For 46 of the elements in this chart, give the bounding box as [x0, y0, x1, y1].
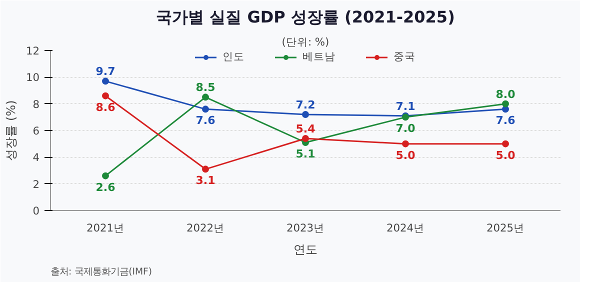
data-label: 7.2 [296, 98, 316, 112]
point [402, 140, 409, 148]
y-tick-label: 4 [32, 151, 40, 164]
x-tick-label: 2022년 [186, 222, 225, 234]
point [102, 92, 109, 100]
point [302, 111, 309, 118]
y-tick-label: 12 [26, 44, 40, 58]
x-tick-label: 2024년 [386, 222, 425, 234]
y-tick-label: 10 [26, 71, 40, 84]
point [202, 166, 209, 173]
legend-label: 베트남 [302, 50, 336, 64]
data-label: 8.5 [196, 81, 216, 94]
y-tick-label: 2 [32, 178, 40, 191]
y-axis-title: 성장률 (%) [4, 100, 18, 161]
data-label: 5.0 [496, 148, 516, 162]
y-tick-label: 0 [32, 204, 40, 218]
point [102, 172, 109, 180]
data-label: 7.1 [396, 100, 416, 113]
data-label: 3.1 [196, 174, 216, 188]
data-label: 7.0 [396, 122, 416, 136]
data-label: 7.6 [496, 114, 516, 128]
point [502, 100, 509, 108]
data-label: 7.6 [196, 114, 216, 128]
y-tick-label: 6 [32, 124, 40, 138]
data-label: 8.6 [96, 100, 116, 114]
data-label: 5.0 [396, 148, 416, 162]
data-label: 5.4 [296, 122, 316, 136]
data-label: 2.6 [96, 180, 116, 194]
x-tick-label: 2021년 [86, 222, 125, 234]
data-label: 5.1 [296, 148, 316, 160]
data-label: 8.0 [496, 88, 516, 101]
point [302, 135, 309, 142]
point [502, 140, 509, 148]
x-tick-label: 2025년 [486, 222, 525, 234]
legend-label: 중국 [394, 50, 416, 64]
y-tick-label: 8 [32, 98, 40, 111]
point [102, 78, 109, 85]
point [202, 106, 209, 113]
chart-subtitle: (단위: %) [282, 36, 330, 48]
x-tick-label: 2023년 [286, 222, 325, 234]
data-label: 9.7 [96, 65, 116, 78]
chart-title: 국가별 실질 GDP 성장률 (2021-2025) [156, 8, 455, 26]
legend-label: 인도 [222, 50, 244, 64]
source-note: 출처: 국제통화기금(IMF) [50, 266, 152, 278]
x-axis-title: 연도 [294, 242, 318, 256]
point [202, 94, 209, 101]
